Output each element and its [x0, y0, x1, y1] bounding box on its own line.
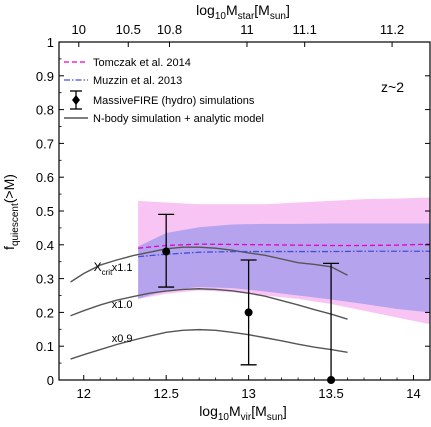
- legend-errorbar-marker: [72, 95, 80, 105]
- band-muzzin-et-al-2013: [138, 223, 430, 313]
- y-tick-label: 1: [47, 35, 54, 50]
- top-x-axis-label: log10Mstar[Msun]: [196, 2, 290, 22]
- x-tick-label: 12.5: [154, 386, 179, 401]
- curve-label-0: Xcrit: [94, 260, 113, 277]
- data-point-1: [244, 308, 253, 317]
- top-tick-label: 11: [240, 22, 254, 37]
- legend-label-tomczak: Tomczak et al. 2014: [93, 57, 191, 69]
- line-tomczak-et-al-2014: [138, 243, 431, 249]
- y-tick-label: 0: [47, 373, 54, 388]
- curve-labels: Xcrit x1.1 x1.0 x0.9: [94, 260, 133, 345]
- curve-label-2: x1.0: [112, 299, 133, 311]
- x-tick-label: 14: [406, 386, 420, 401]
- y-tick-label: 0.6: [36, 170, 54, 185]
- x-tick-label: 13: [241, 386, 255, 401]
- top-tick-label: 10: [72, 22, 86, 37]
- nbody-curve-x0-9: [70, 328, 348, 360]
- curve-label-3: x0.9: [112, 333, 133, 345]
- legend-label-massivefire: MassiveFIRE (hydro) simulations: [93, 95, 255, 107]
- y-tick-label: 0.2: [36, 305, 54, 320]
- line-muzzin-et-al-2013: [138, 250, 430, 258]
- axis-ticks: 12 12.5 13 13.5 14 0 0.1 0.2 0.3 0.4 0.5 0.6 0.7 0.8 0…: [36, 22, 430, 401]
- y-tick-label: 0.4: [36, 238, 54, 253]
- legend-label-nbody: N-body simulation + analytic model: [93, 113, 264, 125]
- x-axis-label: log10Mvir[Msun]: [199, 403, 287, 423]
- legend: Tomczak et al. 2014 Muzzin et al. 2013 M…: [64, 57, 264, 125]
- top-tick-label: 11.1: [293, 22, 317, 37]
- legend-swatch-massivefire: [70, 90, 82, 110]
- x-tick-label: 12: [76, 386, 90, 401]
- y-tick-label: 0.5: [36, 204, 54, 219]
- nbody-curve-x1-1: [70, 246, 348, 283]
- top-tick-label: 11.2: [380, 22, 404, 37]
- y-tick-label: 0.8: [36, 103, 54, 118]
- y-tick-label: 0.3: [36, 272, 54, 287]
- y-tick-label: 0.7: [36, 136, 54, 151]
- annotation-redshift: z~2: [381, 79, 404, 95]
- y-tick-label: 0.9: [36, 69, 54, 84]
- curve-label-1: x1.1: [112, 262, 133, 274]
- legend-label-muzzin: Muzzin et al. 2013: [93, 75, 182, 87]
- y-axis-label: fquiescent(>M): [1, 174, 21, 250]
- top-tick-label: 10.5: [116, 22, 141, 37]
- y-tick-label: 0.1: [36, 339, 54, 354]
- errorbars: [158, 213, 340, 384]
- x-tick-label: 13.5: [318, 386, 343, 401]
- top-tick-label: 10.8: [157, 22, 182, 37]
- nbody-curve-x1-0: [70, 288, 348, 320]
- error-bands: [138, 197, 430, 325]
- series-lines: [70, 243, 431, 360]
- data-point-0: [162, 247, 171, 256]
